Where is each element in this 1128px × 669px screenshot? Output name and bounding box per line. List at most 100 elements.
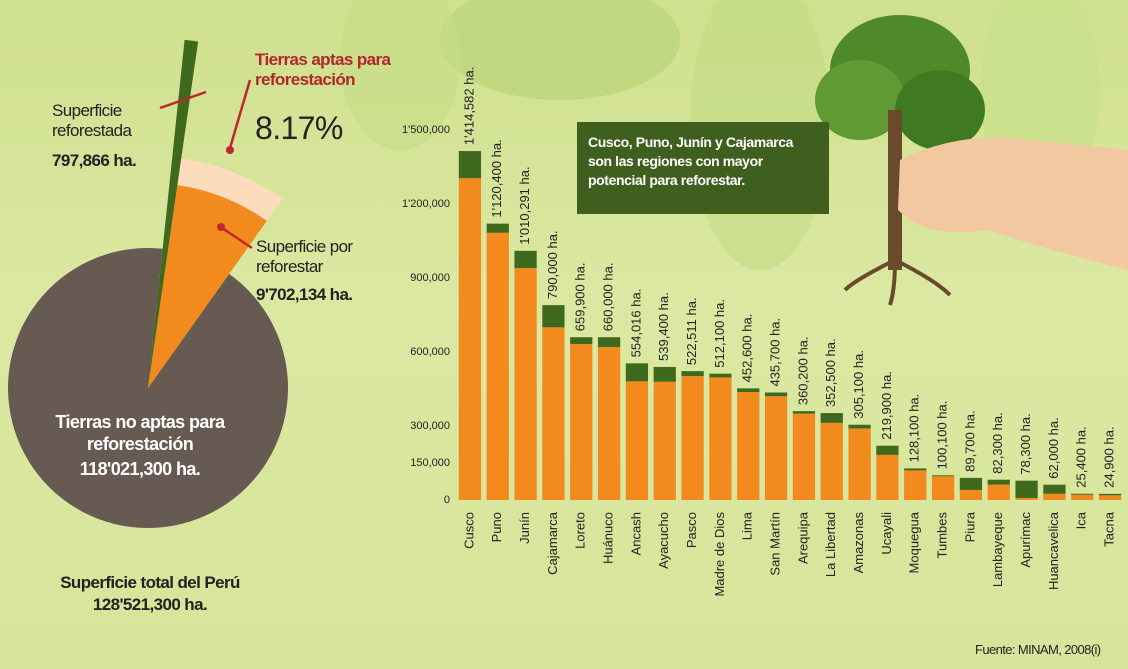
value-label: 360,200 ha. [795, 336, 810, 405]
bar-segment [1098, 493, 1122, 496]
pie-label: Superficie reforestada [52, 101, 132, 140]
y-tick-label: 900,000 [410, 272, 450, 284]
value-label: 78,300 ha. [1018, 413, 1033, 474]
value-label: 660,000 ha. [601, 263, 616, 332]
bar-segment [458, 178, 482, 500]
x-tick-label: Arequipa [795, 511, 810, 564]
x-tick-label: Tacna [1102, 511, 1117, 546]
value-label: 522,511 ha. [684, 297, 699, 365]
value-label: 1'120,400 ha. [489, 139, 504, 217]
bar-segment [486, 232, 509, 500]
bar-segment [1071, 493, 1094, 495]
bar-segment [1015, 497, 1038, 500]
x-tick-label: Huancavelica [1046, 511, 1061, 590]
x-tick-label: Ancash [628, 512, 643, 555]
bar-segment [709, 373, 732, 378]
value-label: 790,000 ha. [545, 230, 560, 299]
value-label: 1'010,291 ha. [517, 166, 532, 244]
value-label: 1'414,582 ha. [461, 67, 476, 145]
bar-segment [904, 470, 927, 500]
bar-segment [653, 366, 676, 382]
value-label: 554,016 ha. [628, 289, 643, 358]
leader-line [159, 90, 207, 110]
value-label: 512,100 ha. [712, 299, 727, 368]
bar-segment [931, 475, 955, 477]
bar-segment [987, 484, 1010, 500]
bar-segment [959, 477, 983, 490]
value-label: 89,700 ha. [962, 410, 977, 471]
bar-segment [514, 268, 537, 500]
bar-segment [792, 413, 816, 500]
x-tick-label: Ucayali [879, 512, 894, 555]
y-tick-label: 600,000 [410, 346, 450, 358]
value-label: 452,600 ha. [740, 314, 755, 383]
bar-segment [625, 381, 649, 500]
bar-segment [764, 396, 788, 500]
bar-segment [1043, 484, 1066, 494]
pie-value-label: 797,866 ha. [52, 151, 137, 170]
annotation-box [577, 122, 829, 214]
x-tick-label: Lima [740, 511, 755, 540]
x-tick-label: Apurímac [1018, 512, 1033, 568]
bar-segment [709, 377, 732, 500]
pie-label: Tierras no aptas para reforestación [55, 412, 225, 454]
y-tick-label: 1'500,000 [402, 124, 450, 136]
bar-segment [486, 223, 509, 233]
x-tick-label: Loreto [573, 512, 588, 549]
y-tick-label: 0 [444, 494, 450, 506]
value-label: 100,100 ha. [935, 401, 950, 470]
x-tick-label: Junín [517, 512, 532, 544]
x-tick-label: Ica [1074, 511, 1089, 529]
x-tick-label: La Libertad [823, 512, 838, 577]
bar-segment [876, 454, 899, 500]
bar-segment [542, 327, 565, 500]
value-label: 435,700 ha. [768, 318, 783, 387]
value-label: 62,000 ha. [1046, 417, 1061, 478]
value-label: 24,900 ha. [1102, 426, 1117, 487]
total-value: 128'521,300 ha. [92, 595, 208, 614]
bar-segment [904, 468, 927, 471]
x-tick-label: Lambayeque [990, 512, 1005, 587]
bar-segment [514, 250, 537, 269]
value-label: 305,100 ha. [851, 350, 866, 419]
leader-line [228, 79, 252, 149]
bar-segment [764, 392, 788, 397]
bar-segment [1098, 495, 1122, 500]
bar-segment [1043, 493, 1066, 500]
bar-segment [848, 424, 871, 429]
bar-segment [876, 445, 899, 455]
bar-segment [681, 376, 704, 500]
bar-segment [625, 363, 649, 382]
bar-segment [737, 392, 760, 500]
bar-segment [848, 428, 871, 500]
x-tick-label: Cusco [461, 512, 476, 549]
highlight-value: 8.17% [255, 110, 343, 146]
leader-line [221, 226, 253, 250]
bar-segment [458, 151, 482, 179]
value-label: 82,300 ha. [990, 412, 1005, 473]
bar-segment [1015, 480, 1038, 498]
x-tick-label: Cajamarca [545, 511, 560, 575]
bar-segment [820, 413, 843, 423]
bar-segment [931, 476, 955, 500]
leader-dot [217, 223, 225, 231]
pie-label: Superficie por reforestar [256, 237, 353, 276]
value-label: 25,400 ha. [1074, 426, 1089, 487]
bar-segment [1071, 494, 1094, 500]
x-tick-label: Amazonas [851, 512, 866, 574]
bar-segment [792, 411, 816, 414]
bar-segment [987, 479, 1010, 485]
value-label: 352,500 ha. [823, 338, 838, 407]
bar-segment [820, 422, 843, 500]
annotation: Cusco, Puno, Junín y Cajamarca son las r… [588, 134, 794, 188]
x-tick-label: Puno [489, 512, 504, 542]
bar-segment [737, 388, 760, 393]
pie-slice [148, 185, 267, 388]
x-tick-label: Tumbes [935, 512, 950, 559]
highlight-label: Tierras aptas para reforestación [255, 50, 391, 89]
bar-segment [570, 337, 593, 345]
bar-segment [959, 489, 983, 500]
